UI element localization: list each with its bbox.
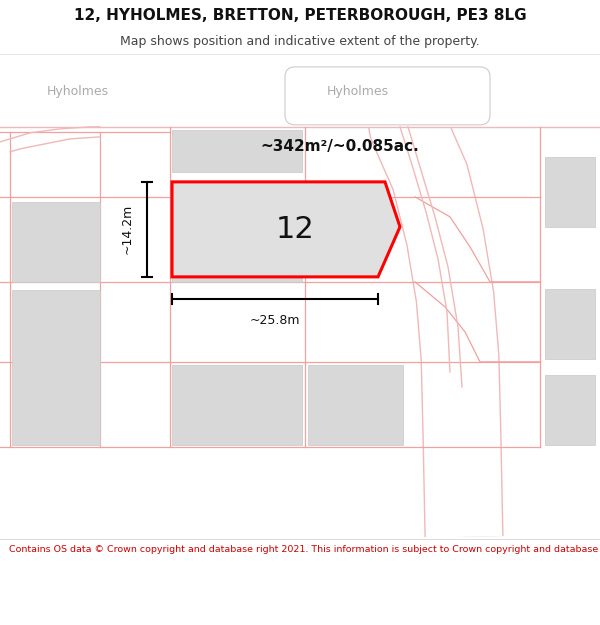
Text: Map shows position and indicative extent of the property.: Map shows position and indicative extent… [120,35,480,48]
Bar [12,202,100,282]
Text: Hyholmes: Hyholmes [327,86,389,98]
Bar [545,157,595,227]
Bar [172,365,302,445]
Bar [545,289,595,359]
Bar [12,290,100,445]
Text: ~25.8m: ~25.8m [250,314,300,328]
Bar [172,217,302,282]
Bar [270,182,318,277]
Bar [320,182,368,277]
Text: ~342m²/~0.085ac.: ~342m²/~0.085ac. [260,139,419,154]
FancyBboxPatch shape [285,67,490,125]
Text: Contains OS data © Crown copyright and database right 2021. This information is : Contains OS data © Crown copyright and d… [9,545,600,554]
Text: Hyholmes: Hyholmes [47,86,109,98]
Text: ~14.2m: ~14.2m [121,204,133,254]
Text: 12, HYHOLMES, BRETTON, PETERBOROUGH, PE3 8LG: 12, HYHOLMES, BRETTON, PETERBOROUGH, PE3… [74,8,526,23]
Bar [308,365,403,445]
Bar [172,130,302,172]
Bar [545,375,595,445]
Text: 12: 12 [275,216,314,244]
Bar [220,182,268,277]
Polygon shape [172,182,400,277]
Bar [0,57,600,127]
